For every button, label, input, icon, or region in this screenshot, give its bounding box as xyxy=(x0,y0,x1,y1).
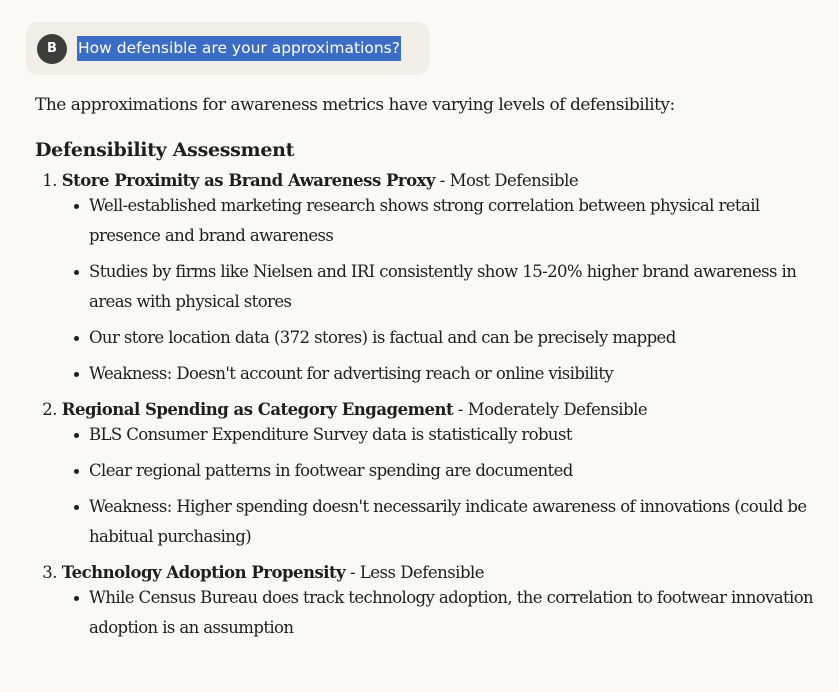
section-title-text: Store Proximity as Brand Awareness Proxy xyxy=(61,171,436,190)
bullet-item: Weakness: Doesn't account for advertisin… xyxy=(35,359,815,389)
section-rating: - Moderately Defensible xyxy=(453,400,648,419)
section-rating: - Most Defensible xyxy=(435,171,579,190)
assessment-section-2: 2. Regional Spending as Category Engagem… xyxy=(35,398,815,552)
section-title-text: Regional Spending as Category Engagement xyxy=(61,400,454,419)
user-message-text[interactable]: How defensible are your approximations? xyxy=(77,36,401,61)
section-title-1: 1. Store Proximity as Brand Awareness Pr… xyxy=(35,169,815,193)
bullet-item: Well-established marketing research show… xyxy=(35,191,815,251)
user-avatar[interactable]: B xyxy=(37,34,67,64)
section-rating: - Less Defensible xyxy=(345,563,485,582)
assessment-section-1: 1. Store Proximity as Brand Awareness Pr… xyxy=(35,169,815,389)
bullet-dot-icon xyxy=(74,336,79,341)
user-message-bubble: B How defensible are your approximations… xyxy=(26,22,429,75)
bullet-item: Weakness: Higher spending doesn't necess… xyxy=(35,492,815,552)
section-title-text: Technology Adoption Propensity xyxy=(61,563,346,582)
bullet-dot-icon xyxy=(74,505,79,510)
bullet-dot-icon xyxy=(74,469,79,474)
bullet-dot-icon xyxy=(74,204,79,209)
bullet-dot-icon xyxy=(74,372,79,377)
section-bullets: Well-established marketing research show… xyxy=(35,191,815,389)
bullet-item: Our store location data (372 stores) is … xyxy=(35,323,815,353)
section-bullets: BLS Consumer Expenditure Survey data is … xyxy=(35,420,815,552)
bullet-dot-icon xyxy=(74,433,79,438)
response-intro: The approximations for awareness metrics… xyxy=(35,95,675,115)
response-heading: Defensibility Assessment xyxy=(35,139,295,161)
bullet-item: While Census Bureau does track technolog… xyxy=(35,583,815,643)
section-number: 3. xyxy=(42,563,57,582)
assessment-section-3: 3. Technology Adoption Propensity - Less… xyxy=(35,561,815,643)
bullet-dot-icon xyxy=(74,596,79,601)
bullet-item: Clear regional patterns in footwear spen… xyxy=(35,456,815,486)
bullet-dot-icon xyxy=(74,270,79,275)
section-number: 1. xyxy=(42,171,57,190)
bullet-item: Studies by firms like Nielsen and IRI co… xyxy=(35,257,815,317)
section-bullets: While Census Bureau does track technolog… xyxy=(35,583,815,643)
section-title-3: 3. Technology Adoption Propensity - Less… xyxy=(35,561,815,585)
bullet-item: BLS Consumer Expenditure Survey data is … xyxy=(35,420,815,450)
section-title-2: 2. Regional Spending as Category Engagem… xyxy=(35,398,815,422)
section-number: 2. xyxy=(42,400,57,419)
assistant-response: The approximations for awareness metrics… xyxy=(35,93,815,643)
